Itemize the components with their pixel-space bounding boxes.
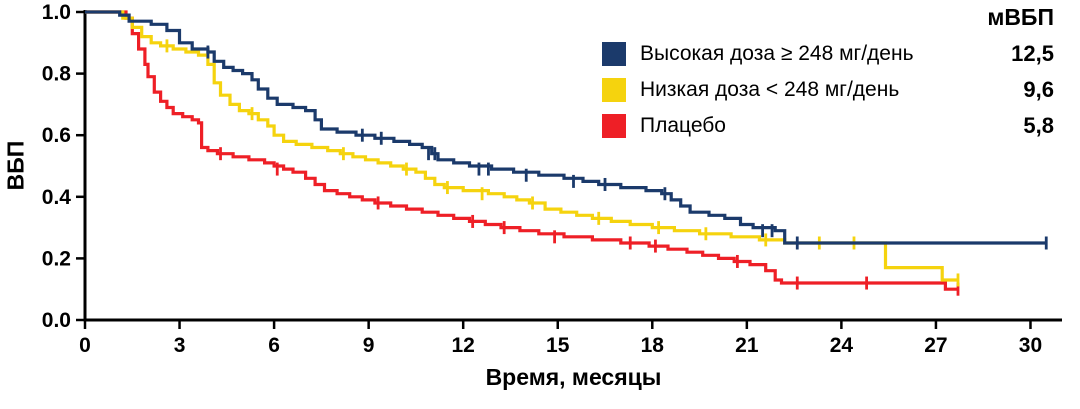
x-tick-label: 3 <box>174 334 186 357</box>
x-tick-label: 21 <box>735 334 759 357</box>
x-tick-label: 6 <box>268 334 280 357</box>
x-tick-label: 9 <box>363 334 375 357</box>
y-tick-label: 0.4 <box>42 186 72 209</box>
y-tick-label: 0.2 <box>42 247 71 270</box>
x-tick-label: 12 <box>452 334 475 357</box>
x-tick-label: 27 <box>924 334 947 357</box>
legend-swatch-placebo <box>602 114 626 138</box>
y-tick-label: 0.6 <box>42 124 71 147</box>
series-path-2 <box>85 10 958 291</box>
legend-swatch-low-dose <box>602 78 626 102</box>
x-tick-label: 30 <box>1019 334 1042 357</box>
x-axis-title: Время, месяцы <box>485 364 662 390</box>
series-0 <box>85 10 1048 250</box>
legend-value-high-dose: 12,5 <box>1011 41 1054 66</box>
x-tick-label: 18 <box>641 334 665 357</box>
legend-value-header: мВБП <box>987 4 1054 30</box>
x-tick-label: 0 <box>79 334 91 357</box>
legend-label-placebo: Плацебо <box>640 114 726 137</box>
y-tick-label: 1.0 <box>42 1 71 24</box>
axes: 0.0 0.2 0.4 0.6 0.8 1.0 0 3 6 9 12 15 18 21 24 27 30 <box>42 1 1062 357</box>
series-path-1 <box>85 10 958 282</box>
legend: мВБП Высокая доза ≥ 248 мг/день 12,5 Низ… <box>602 4 1054 139</box>
series-path-0 <box>85 10 1047 245</box>
legend-label-low-dose: Низкая доза < 248 мг/день <box>640 78 900 101</box>
series-1 <box>85 10 960 287</box>
y-tick-label: 0.0 <box>42 309 71 332</box>
legend-label-high-dose: Высокая доза ≥ 248 мг/день <box>640 42 914 65</box>
y-tick-label: 0.8 <box>42 63 72 86</box>
legend-value-placebo: 5,8 <box>1023 113 1054 138</box>
x-tick-label: 15 <box>546 334 570 357</box>
x-tick-label: 24 <box>830 334 854 357</box>
legend-swatch-high-dose <box>602 42 626 66</box>
legend-value-low-dose: 9,6 <box>1023 77 1054 102</box>
series-2 <box>85 10 960 296</box>
